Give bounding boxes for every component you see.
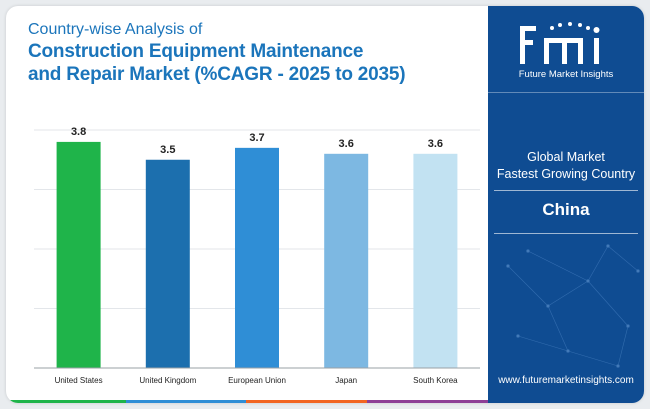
bar [413,153,458,368]
panel-line-2: Fastest Growing Country [496,167,636,181]
data-label: 3.8 [71,126,86,138]
bar-chart: 3.8 United States 3.5 United Kingdom 3.7 Euro… [34,126,480,385]
x-tick-label: South Korea [413,376,458,385]
logo-divider [488,92,644,93]
data-label: 3.7 [249,132,264,144]
network-pattern [506,244,640,368]
website-url: www.futuremarketinsights.com [498,375,634,386]
x-tick-label: Japan [335,376,357,385]
bar [324,153,369,368]
title-kicker: Country-wise Analysis of [28,21,203,38]
panel-line-1: Global Market [527,150,605,164]
title-line-1: Construction Equipment Maintenance [28,41,364,62]
bar [145,159,190,368]
x-tick-label: United Kingdom [139,376,196,385]
panel-separator-top [494,190,638,191]
fastest-country: China [542,200,590,219]
bar [56,141,101,368]
infographic-card: Country-wise Analysis of Construction Eq… [6,6,644,403]
bar [235,147,279,368]
x-tick-label: United States [55,376,103,385]
side-panel: Future Market Insights Global Market Fas… [488,6,644,403]
data-label: 3.6 [339,138,354,150]
fmi-logo [520,22,600,64]
panel-separator-bottom [494,233,638,234]
title-line-2: and Repair Market (%CAGR - 2025 to 2035) [28,64,406,85]
data-label: 3.6 [428,138,443,150]
data-label: 3.5 [160,144,175,156]
logo-subtitle: Future Market Insights [518,69,614,80]
title-block: Country-wise Analysis of Construction Eq… [28,20,488,86]
accent-bar [6,400,488,403]
x-tick-label: European Union [228,376,286,385]
